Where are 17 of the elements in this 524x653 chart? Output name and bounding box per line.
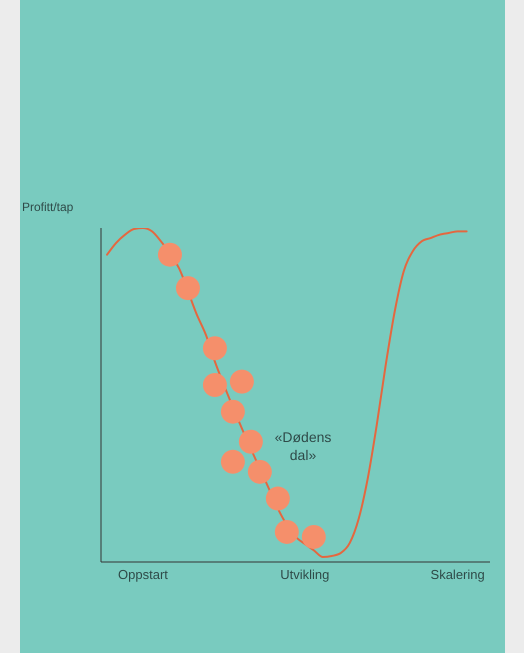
point xyxy=(248,460,272,484)
x-tick-label: Oppstart xyxy=(118,567,168,582)
y-axis-title: Profitt/tap xyxy=(22,200,74,214)
x-tick-label: Utvikling xyxy=(280,567,330,582)
point xyxy=(230,370,254,394)
point xyxy=(158,242,182,267)
point xyxy=(176,276,200,300)
point xyxy=(266,486,290,511)
point xyxy=(302,524,326,549)
point xyxy=(220,400,245,424)
annotation: «Dødens dal» xyxy=(274,428,332,464)
point xyxy=(202,372,227,397)
point xyxy=(274,520,299,544)
x-tick-label: Skalering xyxy=(430,567,485,582)
point xyxy=(202,336,227,360)
point xyxy=(220,450,245,474)
point xyxy=(238,430,263,454)
